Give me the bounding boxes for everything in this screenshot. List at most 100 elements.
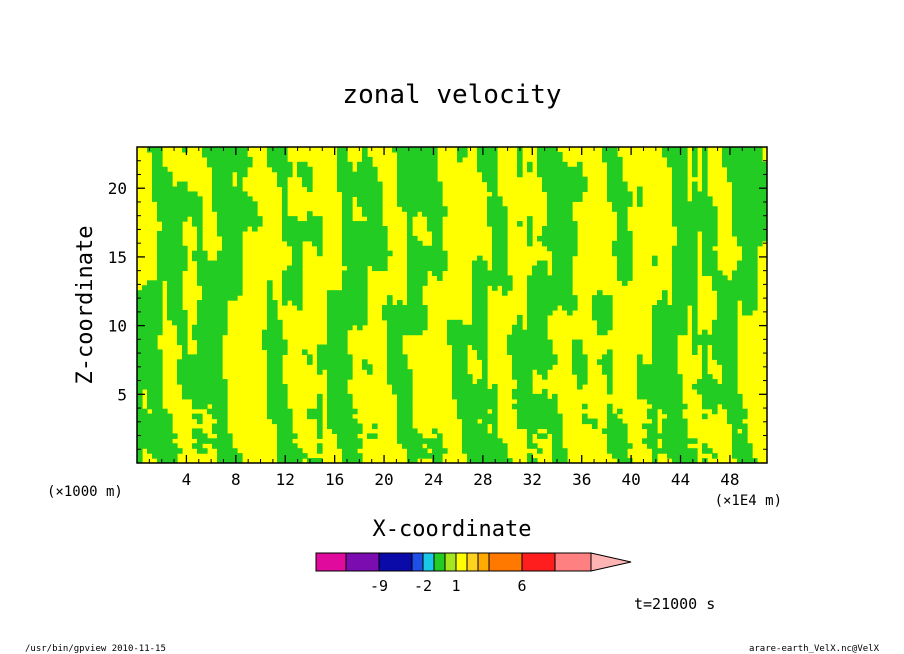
field-cell xyxy=(177,196,183,202)
field-cell xyxy=(372,221,378,227)
field-cell xyxy=(542,309,548,316)
field-cell xyxy=(727,398,733,405)
field-cell xyxy=(672,201,678,207)
field-cell xyxy=(197,324,203,331)
field-cell xyxy=(687,438,693,444)
field-cell xyxy=(337,319,343,326)
field-cell xyxy=(162,433,168,439)
field-cell xyxy=(472,403,478,410)
field-cell xyxy=(362,176,368,183)
field-cell xyxy=(152,364,158,370)
field-cell xyxy=(662,319,668,326)
field-cell xyxy=(192,393,198,400)
field-cell xyxy=(157,240,163,247)
field-cell xyxy=(142,379,148,385)
field-cell xyxy=(537,285,543,291)
field-cell xyxy=(372,196,378,202)
field-cell xyxy=(227,295,233,301)
field-cell xyxy=(507,458,513,463)
field-cell xyxy=(657,403,663,410)
field-cell xyxy=(517,354,523,360)
field-cell xyxy=(497,230,503,237)
field-cell xyxy=(422,260,428,267)
field-cell xyxy=(552,186,558,193)
field-cell xyxy=(507,334,513,341)
field-cell xyxy=(167,255,173,262)
field-cell xyxy=(212,300,218,306)
field-cell xyxy=(267,329,273,336)
field-cell xyxy=(622,216,628,222)
field-cell xyxy=(152,354,158,360)
field-cell xyxy=(157,230,163,237)
field-cell xyxy=(202,344,208,351)
y-tick-label: 20 xyxy=(108,179,127,198)
field-cell xyxy=(732,156,738,163)
field-cell xyxy=(397,403,403,410)
field-cell xyxy=(612,191,618,197)
field-cell xyxy=(522,418,528,425)
field-cell xyxy=(422,448,428,454)
field-cell xyxy=(732,319,738,326)
field-cell xyxy=(402,181,408,188)
field-cell xyxy=(157,260,163,267)
field-cell xyxy=(147,448,153,454)
field-cell xyxy=(282,235,288,242)
field-cell xyxy=(467,433,473,439)
field-cell xyxy=(402,384,408,390)
field-cell xyxy=(747,156,753,163)
field-cell xyxy=(157,359,163,365)
field-cell xyxy=(147,393,153,400)
field-cell xyxy=(147,403,153,410)
field-cell xyxy=(472,329,478,336)
field-cell xyxy=(702,151,708,158)
field-cell xyxy=(672,255,678,262)
field-cell xyxy=(672,393,678,400)
field-cell xyxy=(227,250,233,257)
field-cell xyxy=(692,438,698,444)
field-cell xyxy=(487,388,493,395)
field-cell xyxy=(292,250,298,257)
field-cell xyxy=(472,314,478,321)
field-cell xyxy=(417,265,423,272)
field-cell xyxy=(142,354,148,360)
field-cell xyxy=(317,418,323,425)
field-cell xyxy=(557,156,563,163)
field-cell xyxy=(227,176,233,183)
field-cell xyxy=(682,191,688,197)
field-cell xyxy=(207,314,213,321)
field-cell xyxy=(487,186,493,193)
field-cell xyxy=(172,290,178,296)
field-cell xyxy=(477,453,483,459)
field-cell xyxy=(567,305,573,311)
field-cell xyxy=(552,280,558,286)
field-cell xyxy=(542,186,548,193)
field-cell xyxy=(687,453,693,459)
field-cell xyxy=(472,265,478,272)
field-cell xyxy=(467,324,473,331)
field-cell xyxy=(717,300,723,306)
field-cell xyxy=(212,423,218,430)
field-cell xyxy=(667,438,673,444)
field-cell xyxy=(407,270,413,276)
field-cell xyxy=(407,408,413,415)
field-cell xyxy=(277,349,283,355)
field-cell xyxy=(692,260,698,267)
field-cell xyxy=(197,309,203,316)
field-cell xyxy=(157,403,163,410)
field-cell xyxy=(282,230,288,237)
field-cell xyxy=(332,413,338,420)
field-cell xyxy=(747,260,753,267)
field-cell xyxy=(327,408,333,415)
field-cell xyxy=(397,201,403,207)
field-cell xyxy=(407,314,413,321)
field-cell xyxy=(622,423,628,430)
field-cell xyxy=(327,359,333,365)
field-cell xyxy=(542,240,548,247)
field-cell xyxy=(547,344,553,351)
field-cell xyxy=(282,161,288,168)
field-cell xyxy=(157,181,163,188)
field-cell xyxy=(282,181,288,188)
field-cell xyxy=(147,309,153,316)
field-cell xyxy=(562,181,568,188)
field-cell xyxy=(277,408,283,415)
